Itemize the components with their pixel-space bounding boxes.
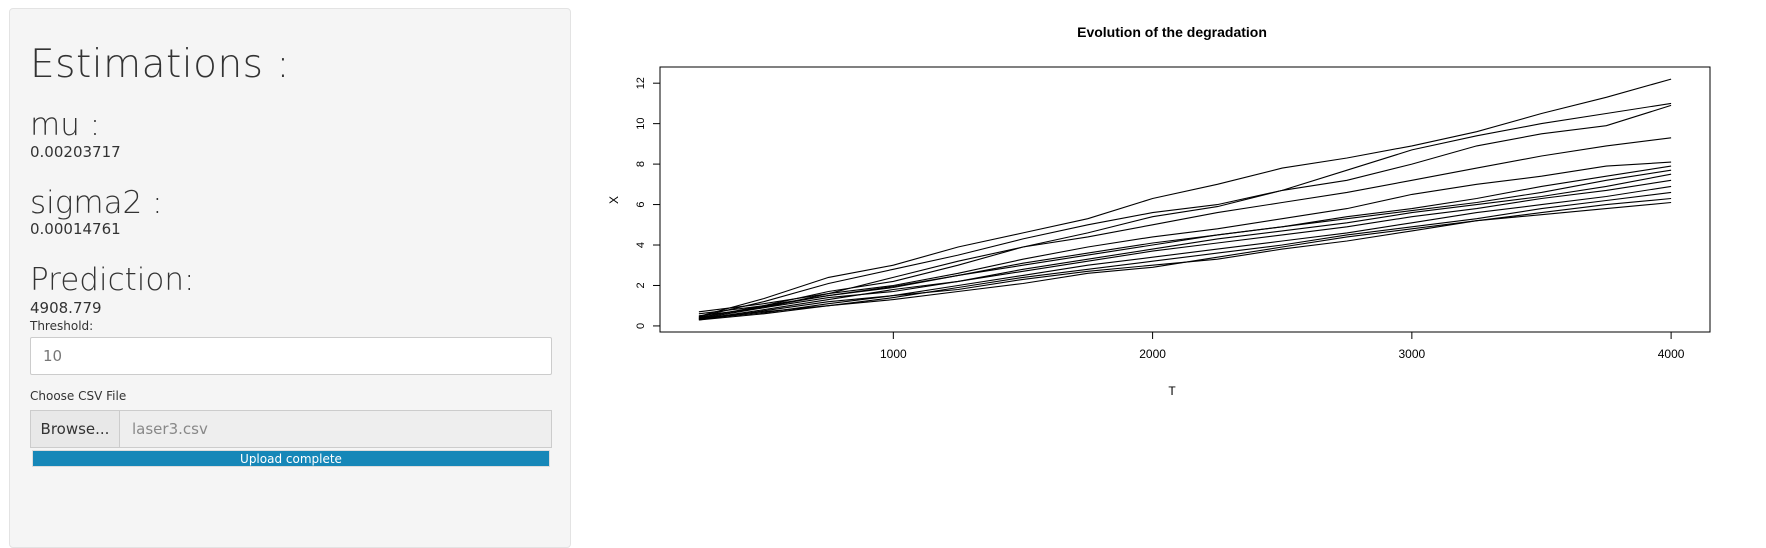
series-line-10: [698, 185, 1672, 321]
series-line-3: [698, 104, 1672, 319]
y-tick-label: 2: [635, 282, 647, 288]
series-line-1: [698, 78, 1672, 317]
sidebar-panel: Estimations : mu : 0.00203717 sigma2 : 0…: [9, 8, 571, 548]
prediction-value: 4908.779: [30, 299, 102, 317]
series-layer: [698, 78, 1672, 321]
file-input-group: Browse... laser3.csv: [30, 410, 552, 448]
series-line-4: [698, 137, 1672, 320]
browse-button[interactable]: Browse...: [31, 411, 120, 447]
chart-title: Evolution of the degradation: [1077, 24, 1267, 40]
threshold-input[interactable]: 10: [30, 337, 552, 375]
axis-layer: 1000 2000 3000 4000 0 2 4 6 8 10 12: [635, 77, 1685, 361]
series-line-7: [698, 169, 1672, 315]
csv-file-label: Choose CSV File: [30, 389, 127, 403]
mu-label: mu :: [30, 107, 101, 143]
upload-progress-bar: Upload complete: [32, 450, 550, 467]
series-line-2: [698, 102, 1672, 318]
y-axis-label: X: [607, 196, 621, 204]
x-tick-label: 1000: [880, 347, 907, 361]
y-tick-label: 12: [635, 77, 647, 89]
y-tick-label: 4: [635, 242, 647, 248]
x-tick-label: 2000: [1139, 347, 1166, 361]
upload-status-text: Upload complete: [240, 451, 342, 466]
series-line-11: [698, 191, 1672, 319]
y-tick-label: 8: [635, 161, 647, 167]
y-tick-label: 6: [635, 201, 647, 207]
file-name-field: laser3.csv: [132, 420, 208, 438]
x-tick-label: 4000: [1658, 347, 1685, 361]
x-tick-label: 3000: [1399, 347, 1426, 361]
series-line-9: [698, 179, 1672, 317]
series-line-5: [698, 161, 1672, 313]
x-axis-label: T: [1168, 384, 1176, 398]
y-tick-label: 0: [635, 323, 647, 329]
threshold-label: Threshold:: [30, 319, 94, 333]
sigma2-value: 0.00014761: [30, 220, 121, 238]
plot-frame: [659, 66, 1711, 333]
mu-value: 0.00203717: [30, 143, 121, 161]
series-line-13: [698, 201, 1672, 321]
series-line-6: [698, 165, 1672, 318]
degradation-chart: Evolution of the degradation 1000 2000 300…: [607, 24, 1711, 398]
y-tick-label: 10: [635, 118, 647, 130]
prediction-label: Prediction:: [30, 262, 195, 298]
sigma2-label: sigma2 :: [30, 185, 163, 221]
estimations-heading: Estimations :: [30, 42, 291, 87]
